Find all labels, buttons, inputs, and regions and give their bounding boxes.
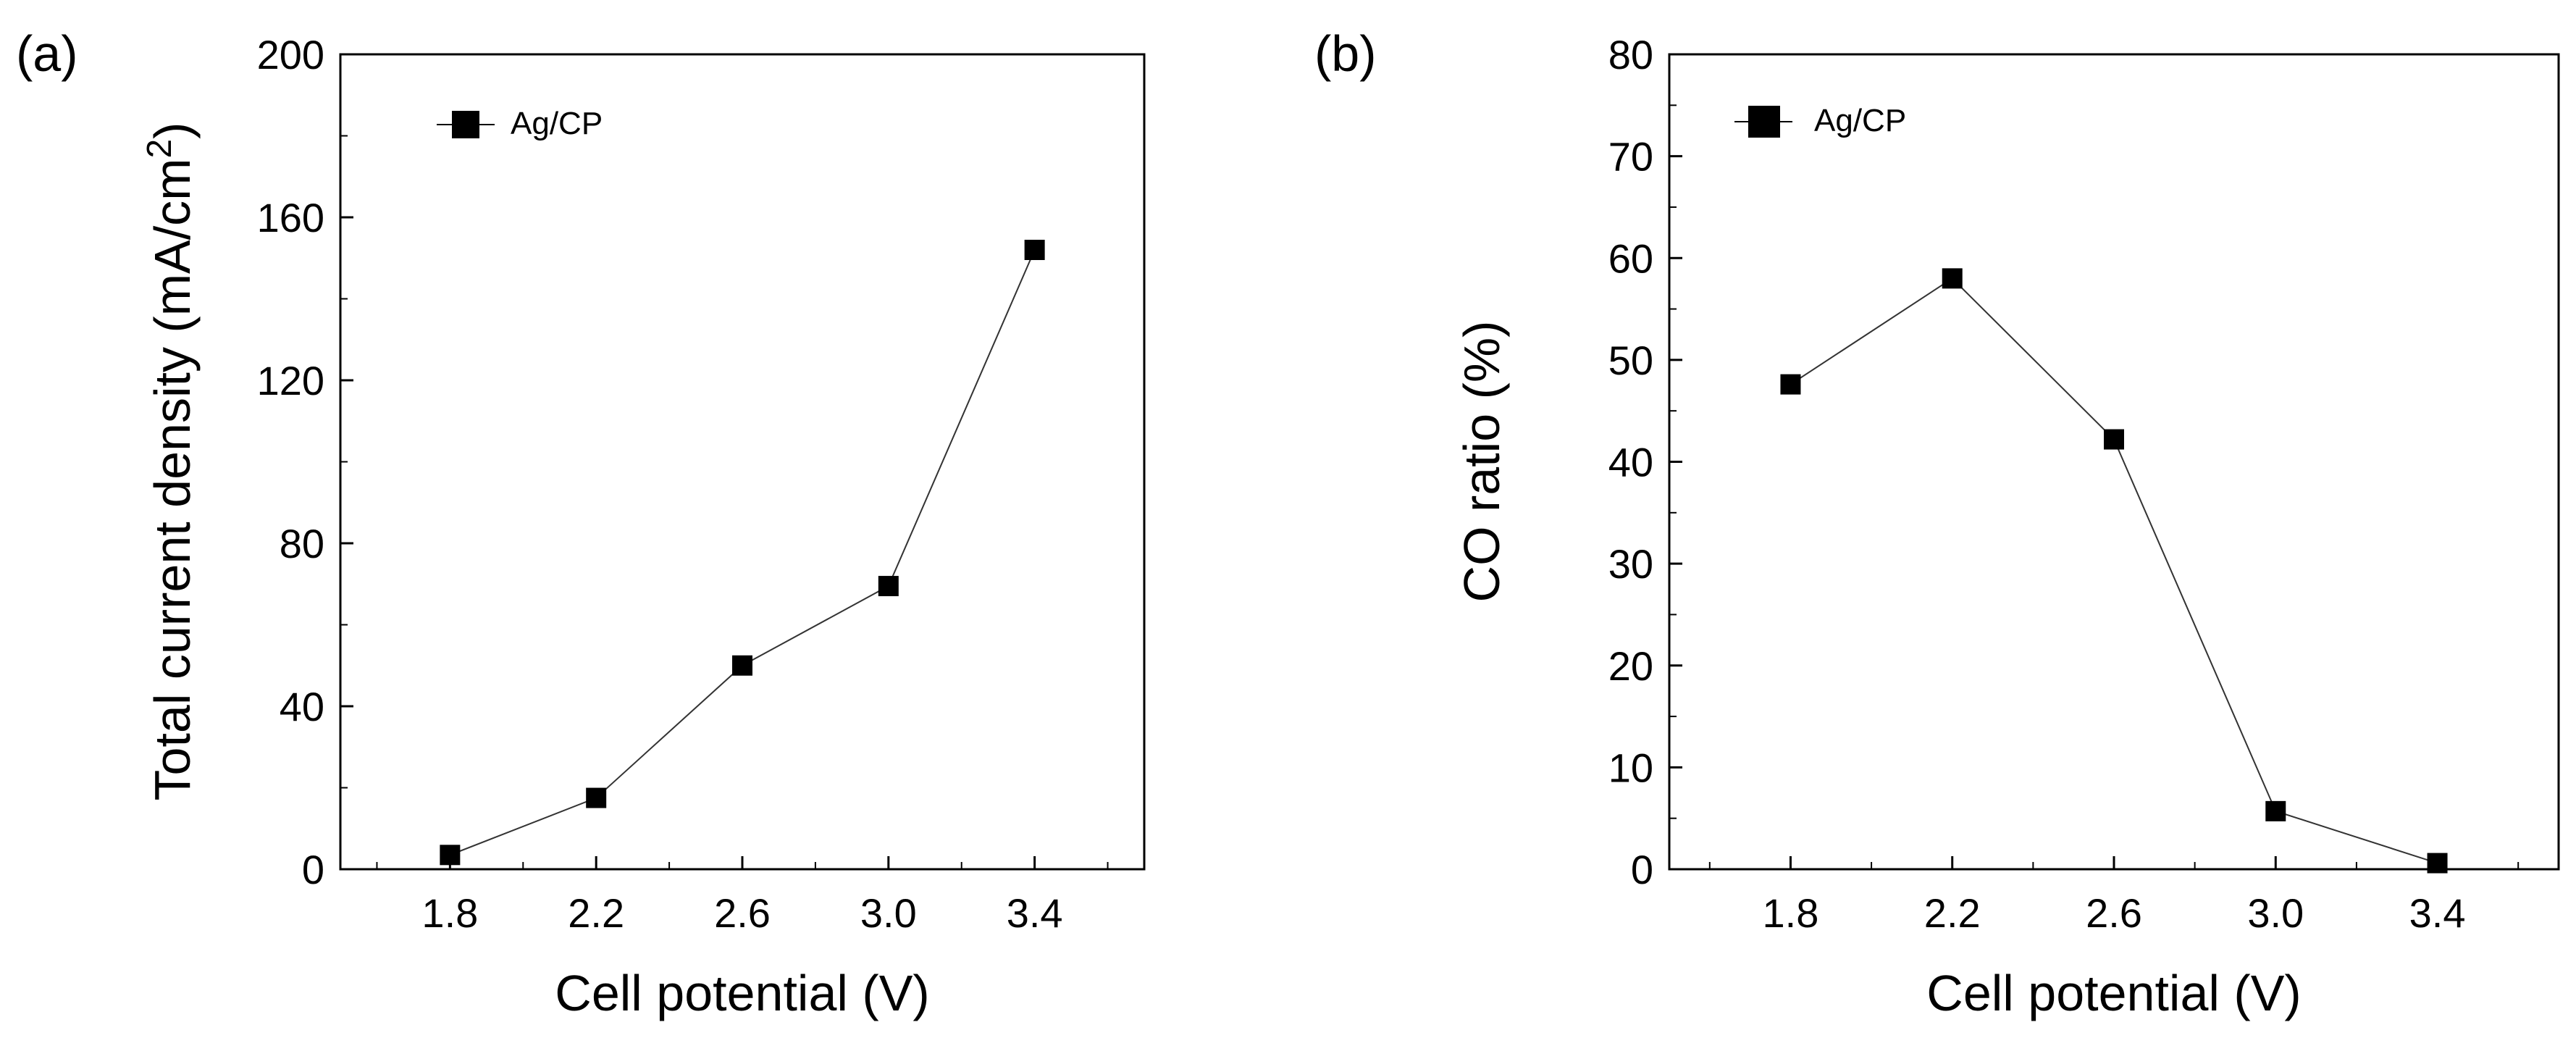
- panel-a-x-tick-label: 2.2: [568, 890, 624, 936]
- panel-a-data-point: [1024, 240, 1045, 260]
- panel-b-x-tick-label: 3.0: [2247, 890, 2304, 936]
- panel-a-plot-frame: [339, 53, 1146, 871]
- panel-a-y-tick-label: 160: [257, 195, 324, 240]
- panel-b-legend: Ag/CP: [1734, 103, 1906, 138]
- panel-b-y-tick-label: 70: [1608, 134, 1653, 180]
- panel-a-y-axis-title: Total current density (mA/cm2): [140, 122, 201, 801]
- panel-b-y-tick-label: 0: [1631, 847, 1653, 892]
- panel-a-legend-label: Ag/CP: [511, 106, 603, 141]
- panel-a-y-axis-title-close: ): [144, 122, 201, 139]
- panel-a-series: [440, 240, 1045, 866]
- panel-b-x-tick-label: 1.8: [1763, 890, 1819, 936]
- panel-a-x-axis-title: Cell potential (V): [555, 965, 929, 1021]
- panel-b-x-axis-title: Cell potential (V): [1926, 965, 2301, 1021]
- panel-a-label: (a): [16, 25, 78, 82]
- panel-b-series-line: [1790, 277, 2438, 864]
- panel-a-x-tick-label: 3.0: [860, 890, 917, 936]
- panel-a-legend: Ag/CP: [437, 106, 603, 141]
- panel-a-y-ticks: 0 40 80 120 160 200: [257, 32, 353, 892]
- panel-b-plot-frame: [1668, 53, 2560, 871]
- panel-b-y-ticks: 0 10 20 30 40 50 60 70 80: [1608, 32, 1682, 892]
- panel-b-x-tick-label: 3.4: [2409, 890, 2466, 936]
- panel-a: (a) 0 40 80 120 160 200 1.8 2.2 2.6 3.0 3.4 Ag/CP…: [16, 25, 1146, 1021]
- panel-b-y-tick-label: 80: [1608, 32, 1653, 78]
- panel-a-series-line: [450, 249, 1036, 856]
- panel-b-x-tick-label: 2.6: [2086, 890, 2142, 936]
- panel-a-x-tick-label: 1.8: [421, 890, 478, 936]
- panel-b-x-ticks: 1.8 2.2 2.6 3.0 3.4: [1708, 856, 2520, 936]
- panel-b-legend-label: Ag/CP: [1814, 103, 1906, 138]
- panel-a-y-axis-title-main: Total current density (mA/cm: [144, 159, 201, 801]
- panel-b-y-tick-label: 10: [1608, 745, 1653, 790]
- panel-b: (b) 0 10 20 30 40 50 60 70 80 1.8 2.2 2.6 3.0 3.4 Ag…: [1314, 25, 2560, 1021]
- panel-b-data-point: [1780, 374, 1801, 395]
- panel-a-legend-marker: [452, 111, 479, 138]
- panel-b-data-point: [2265, 800, 2286, 821]
- panel-a-y-tick-label: 120: [257, 358, 324, 403]
- panel-b-y-axis-title: CO ratio (%): [1453, 321, 1510, 603]
- panel-b-legend-marker: [1748, 106, 1780, 138]
- panel-b-data-point: [1942, 268, 1963, 289]
- panel-a-y-tick-label: 200: [257, 32, 324, 78]
- panel-b-y-tick-label: 40: [1608, 440, 1653, 485]
- panel-a-y-axis-title-superscript: 2: [140, 139, 179, 159]
- panel-a-y-tick-label: 40: [280, 684, 324, 729]
- panel-b-y-tick-label: 20: [1608, 643, 1653, 689]
- panel-b-data-point: [2104, 429, 2124, 450]
- panel-a-data-point: [732, 655, 752, 676]
- panel-b-x-tick-label: 2.2: [1924, 890, 1981, 936]
- panel-b-data-point: [2427, 853, 2448, 874]
- panel-a-data-point: [586, 787, 607, 808]
- panel-a-data-point: [440, 845, 461, 866]
- panel-b-y-tick-label: 30: [1608, 541, 1653, 587]
- panel-b-series: [1780, 268, 2448, 874]
- panel-a-x-tick-label: 3.4: [1007, 890, 1063, 936]
- panel-a-y-tick-label: 0: [302, 847, 324, 892]
- panel-a-x-tick-label: 2.6: [714, 890, 771, 936]
- panel-b-label: (b): [1314, 25, 1377, 82]
- panel-a-data-point: [878, 576, 899, 597]
- panel-a-y-tick-label: 80: [280, 521, 324, 566]
- panel-b-y-tick-label: 60: [1608, 235, 1653, 281]
- panel-a-x-ticks: 1.8 2.2 2.6 3.0 3.4: [376, 856, 1109, 936]
- panel-b-y-tick-label: 50: [1608, 338, 1653, 383]
